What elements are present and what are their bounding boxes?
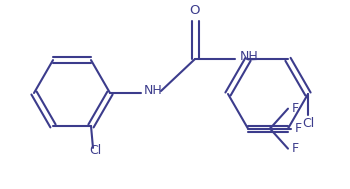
Text: O: O [190, 5, 200, 18]
Text: NH: NH [144, 84, 162, 97]
Text: Cl: Cl [302, 116, 314, 129]
Text: F: F [294, 122, 302, 135]
Text: F: F [292, 102, 299, 115]
Text: Cl: Cl [89, 144, 101, 157]
Text: NH: NH [240, 50, 258, 63]
Text: F: F [292, 142, 299, 155]
